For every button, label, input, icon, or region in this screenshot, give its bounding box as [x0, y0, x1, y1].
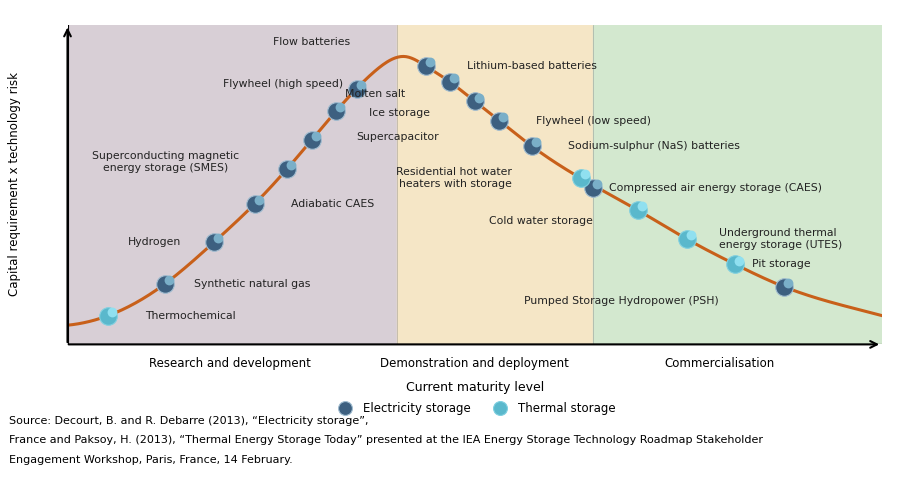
Point — [284, 161, 299, 169]
Point — [418, 62, 433, 70]
Bar — [68, 25, 398, 344]
Point — [590, 180, 604, 188]
Text: Source: Decourt, B. and R. Debarre (2013), “Electricity storage”,: Source: Decourt, B. and R. Debarre (2013… — [9, 416, 372, 426]
Text: Flow batteries: Flow batteries — [274, 37, 350, 47]
Point — [309, 132, 323, 140]
Point — [252, 196, 266, 204]
Bar — [593, 25, 882, 344]
Text: Sodium-sulphur (NaS) batteries: Sodium-sulphur (NaS) batteries — [569, 141, 741, 151]
Point — [101, 312, 115, 320]
Point — [158, 279, 173, 287]
Bar — [398, 25, 593, 344]
Point — [634, 202, 649, 210]
Text: Hydrogen: Hydrogen — [129, 237, 182, 247]
Text: Residential hot water
heaters with storage: Residential hot water heaters with stora… — [395, 167, 511, 189]
Point — [573, 174, 588, 182]
Point — [525, 142, 539, 150]
Point — [468, 97, 482, 105]
Text: Pit storage: Pit storage — [752, 259, 810, 270]
Text: Thermochemical: Thermochemical — [145, 310, 236, 321]
Point — [105, 308, 120, 316]
Point — [683, 231, 698, 239]
Text: Flywheel (high speed): Flywheel (high speed) — [223, 79, 344, 89]
Point — [304, 136, 320, 144]
Text: Compressed air energy storage (CAES): Compressed air energy storage (CAES) — [609, 183, 822, 193]
Point — [578, 170, 592, 178]
Text: Molten salt: Molten salt — [346, 89, 406, 98]
Point — [496, 113, 510, 121]
Text: Synthetic natural gas: Synthetic natural gas — [194, 278, 310, 289]
Text: Adiabatic CAES: Adiabatic CAES — [292, 199, 374, 209]
Point — [354, 81, 368, 89]
Point — [472, 93, 486, 101]
Text: Engagement Workshop, Paris, France, 14 February.: Engagement Workshop, Paris, France, 14 F… — [9, 455, 292, 465]
Point — [162, 276, 176, 284]
Point — [492, 117, 507, 124]
Point — [586, 184, 600, 192]
Text: Superconducting magnetic
energy storage (SMES): Superconducting magnetic energy storage … — [92, 152, 238, 173]
Point — [280, 164, 294, 172]
Text: Commercialisation: Commercialisation — [664, 357, 774, 369]
Text: Supercapacitor: Supercapacitor — [356, 131, 439, 142]
Legend: Electricity storage, Thermal storage: Electricity storage, Thermal storage — [328, 397, 620, 420]
Text: Underground thermal
energy storage (UTES): Underground thermal energy storage (UTES… — [719, 228, 842, 249]
Point — [349, 85, 364, 92]
Text: France and Paksoy, H. (2013), “Thermal Energy Storage Today” presented at the IE: France and Paksoy, H. (2013), “Thermal E… — [9, 435, 763, 445]
Text: Cold water storage: Cold water storage — [489, 216, 593, 226]
Point — [777, 283, 791, 291]
Text: Flywheel (low speed): Flywheel (low speed) — [536, 116, 651, 125]
Point — [680, 235, 694, 243]
Text: Current maturity level: Current maturity level — [406, 381, 544, 394]
Text: Lithium-based batteries: Lithium-based batteries — [466, 61, 597, 71]
Point — [423, 59, 437, 66]
Point — [630, 206, 644, 214]
Text: Ice storage: Ice storage — [369, 108, 430, 118]
Point — [443, 78, 457, 86]
Point — [207, 238, 221, 246]
Point — [728, 261, 742, 269]
Text: Research and development: Research and development — [149, 357, 311, 369]
Point — [248, 200, 262, 208]
Point — [528, 138, 543, 146]
Point — [211, 234, 225, 242]
Point — [733, 257, 747, 265]
Point — [781, 279, 796, 287]
Point — [329, 107, 344, 115]
Text: Demonstration and deployment: Demonstration and deployment — [381, 357, 569, 369]
Text: Capital requirement x technology risk: Capital requirement x technology risk — [8, 72, 21, 297]
Point — [333, 103, 347, 111]
Text: Pumped Storage Hydropower (PSH): Pumped Storage Hydropower (PSH) — [525, 296, 719, 307]
Point — [447, 74, 462, 82]
